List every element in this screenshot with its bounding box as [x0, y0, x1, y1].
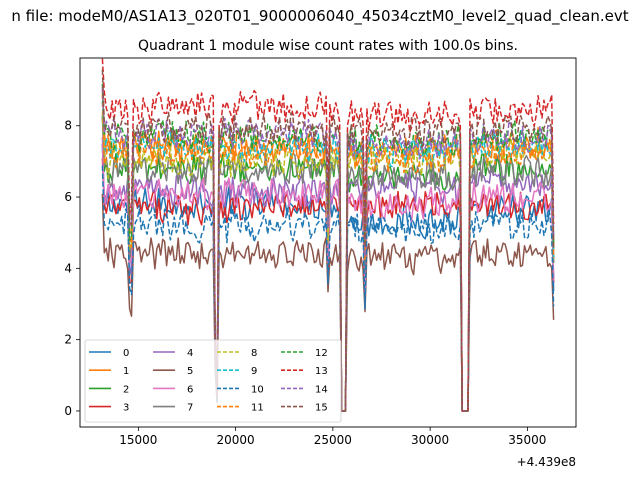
chart-title: Quadrant 1 module wise count rates with … [138, 38, 518, 54]
x-tick-label: 30000 [411, 433, 449, 447]
legend-label-7: 7 [187, 403, 193, 414]
legend-label-1: 1 [123, 366, 129, 377]
legend-label-3: 3 [123, 403, 129, 414]
legend-label-4: 4 [187, 348, 193, 359]
x-tick-label: 35000 [508, 433, 546, 447]
x-axis: 15000 20000 25000 30000 35000 [119, 427, 546, 447]
series-line-5 [101, 193, 555, 412]
y-axis: 0 2 4 6 8 [64, 119, 80, 418]
x-tick-label: 25000 [314, 433, 352, 447]
series-line-10 [101, 165, 555, 412]
series-line-14 [101, 87, 555, 412]
series-line-6 [101, 136, 555, 412]
legend-label-6: 6 [187, 384, 193, 395]
legend-label-9: 9 [251, 366, 257, 377]
plot-frame [79, 57, 577, 428]
legend-frame [84, 339, 342, 423]
legend-label-15: 15 [315, 403, 328, 414]
y-tick-label: 2 [64, 333, 72, 347]
y-tick-label: 8 [64, 119, 72, 133]
legend-label-8: 8 [251, 348, 257, 359]
x-tick-label: 15000 [119, 433, 157, 447]
figure-suptitle: n file: modeM0/AS1A13_020T01_9000006040_… [11, 7, 628, 26]
legend-label-2: 2 [123, 384, 129, 395]
series-line-15 [101, 69, 555, 412]
legend-label-0: 0 [123, 348, 129, 359]
legend-label-10: 10 [251, 384, 264, 395]
y-tick-label: 6 [64, 190, 72, 204]
series-line-8 [101, 111, 555, 412]
legend-label-11: 11 [251, 403, 264, 414]
series-layer [101, 58, 555, 412]
legend-label-13: 13 [315, 366, 328, 377]
x-axis-offset-label: +4.439e8 [517, 455, 576, 469]
y-tick-label: 4 [64, 261, 72, 275]
legend-label-5: 5 [187, 366, 193, 377]
legend-label-12: 12 [315, 348, 328, 359]
y-tick-label: 0 [64, 404, 72, 418]
legend-label-14: 14 [315, 384, 328, 395]
x-tick-label: 20000 [217, 433, 255, 447]
